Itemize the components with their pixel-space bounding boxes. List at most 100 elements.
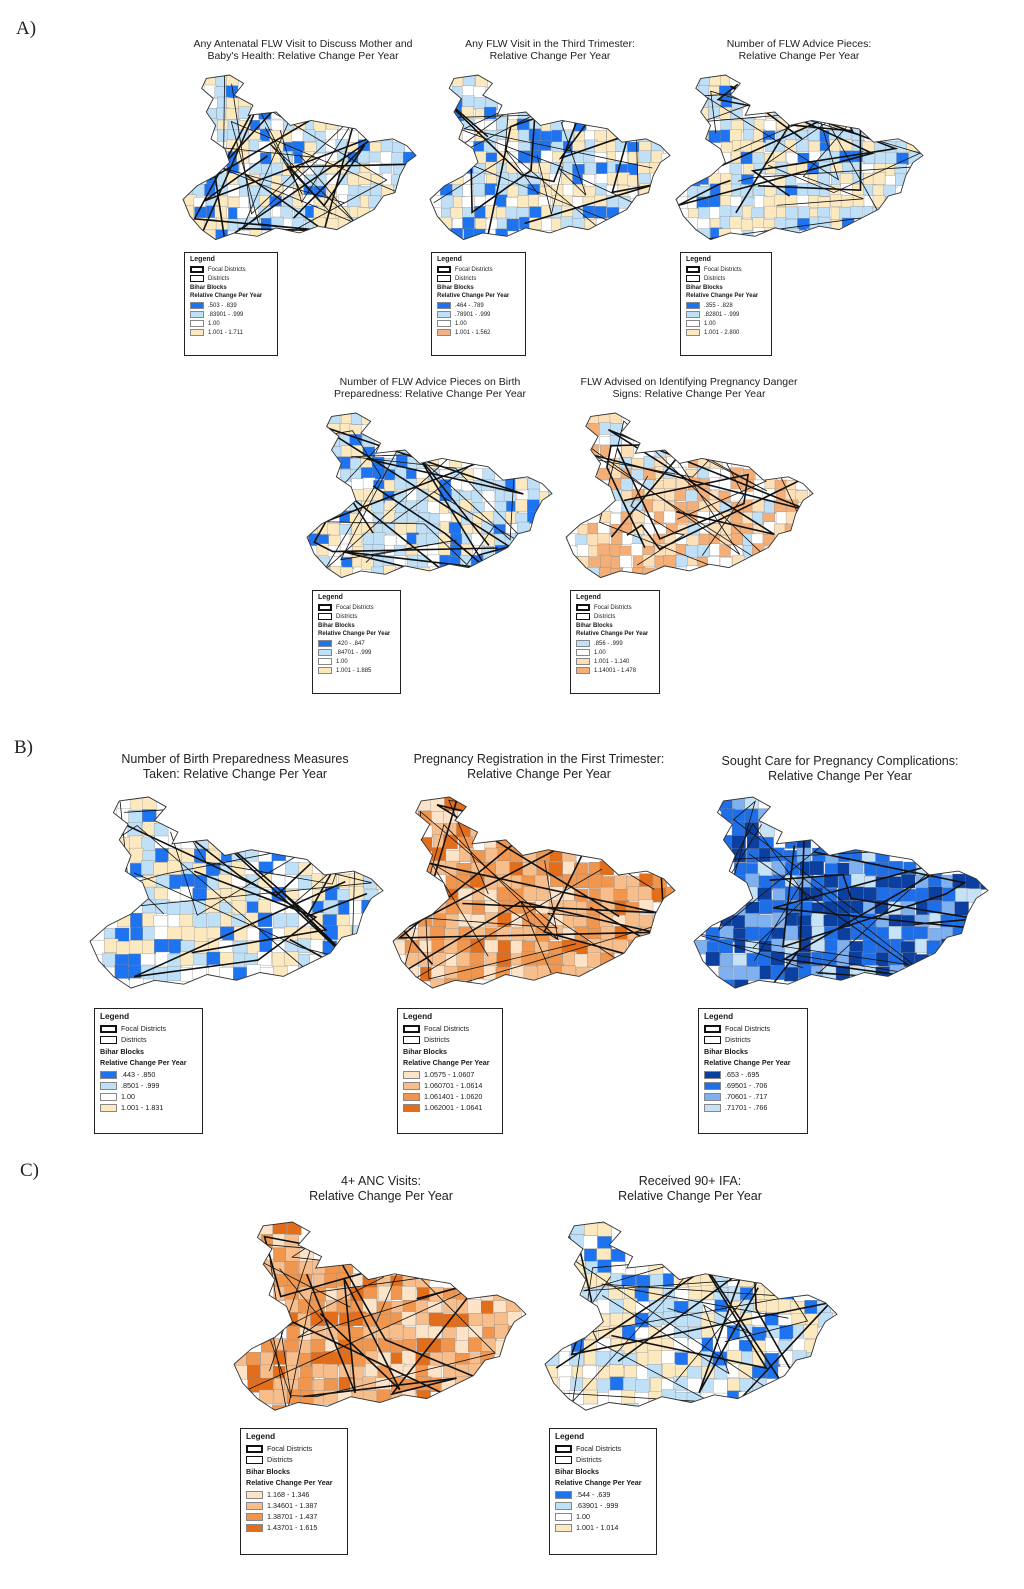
block-polygon — [840, 195, 854, 208]
block-polygon — [818, 1312, 833, 1327]
block-polygon — [518, 1405, 526, 1411]
block-polygon — [582, 1365, 597, 1381]
block-polygon — [404, 874, 419, 889]
block-polygon — [576, 413, 589, 425]
block-polygon — [597, 533, 611, 546]
legend-districts: Districts — [576, 613, 654, 620]
legend-class-swatch — [437, 302, 451, 309]
focal-district-boundary — [193, 83, 326, 240]
focal-district-boundary — [577, 428, 811, 536]
block-polygon — [894, 75, 908, 87]
block-polygon — [335, 96, 348, 109]
block-polygon — [660, 1403, 676, 1411]
block-polygon — [349, 900, 364, 915]
block-polygon — [116, 941, 131, 956]
block-polygon — [471, 445, 484, 458]
block-polygon — [786, 446, 799, 459]
legend-districts-label: Districts — [424, 1035, 450, 1044]
legend-class-swatch — [437, 311, 451, 318]
block-polygon — [709, 435, 723, 449]
block-polygon — [194, 874, 209, 890]
block-polygon — [508, 1376, 523, 1392]
block-polygon — [540, 150, 554, 163]
block-polygon — [286, 1325, 301, 1341]
block-polygon — [529, 206, 542, 219]
block-polygon — [369, 216, 382, 230]
legend-class-swatch — [403, 1070, 420, 1079]
block-polygon — [798, 532, 811, 545]
block-polygon — [493, 511, 506, 524]
block-polygon — [622, 1377, 638, 1392]
legend-class-swatch — [246, 1490, 263, 1499]
block-polygon — [403, 1404, 419, 1411]
legend-class-label: 1.0575 - 1.0607 — [424, 1070, 475, 1079]
block-polygon — [340, 566, 353, 578]
legend-class-row: 1.168 - 1.346 — [246, 1490, 342, 1499]
block-polygon — [511, 797, 526, 810]
block-polygon — [328, 578, 340, 590]
block-polygon — [830, 1299, 837, 1314]
legend-districts-label: Districts — [336, 613, 358, 620]
block-polygon — [639, 873, 654, 888]
block-polygon — [192, 153, 205, 166]
block-polygon — [705, 824, 720, 839]
block-polygon — [485, 847, 500, 863]
block-polygon — [650, 217, 663, 231]
block-polygon — [117, 875, 132, 890]
block-polygon — [677, 128, 690, 141]
legend-group-label: Bihar Blocks — [686, 285, 723, 291]
legend-focal-districts: Focal Districts — [246, 1444, 342, 1453]
legend-class-swatch — [576, 649, 590, 656]
block-polygon — [348, 821, 363, 836]
choropleth-map-s2-p0 — [233, 1221, 527, 1411]
legend-measure-label: Relative Change Per Year — [576, 631, 649, 637]
block-polygon — [535, 797, 550, 812]
legend-districts-symbol — [686, 275, 700, 282]
map-title-s0-p3: Number of FLW Advice Pieces on Birth Prep… — [230, 376, 630, 401]
block-polygon — [283, 977, 298, 989]
block-polygon — [362, 1390, 378, 1405]
block-polygon — [584, 162, 597, 175]
legend-class-label: 1.00 — [704, 320, 716, 327]
choropleth-map-s0-p2 — [675, 74, 924, 241]
block-polygon — [686, 96, 699, 109]
block-polygon — [385, 413, 398, 426]
block-polygon — [816, 1378, 831, 1394]
section-label-a: A) — [16, 18, 37, 39]
block-polygon — [325, 128, 338, 142]
block-polygon — [694, 848, 709, 863]
district-boundary — [119, 801, 372, 908]
block-polygon — [770, 951, 785, 966]
block-polygon — [764, 205, 777, 219]
legend-focal-districts-symbol — [555, 1444, 572, 1453]
block-polygon — [648, 1261, 664, 1276]
block-polygon — [741, 218, 754, 232]
block-polygon — [875, 952, 891, 967]
block-polygon — [740, 139, 753, 153]
block-polygon — [457, 966, 472, 981]
block-polygon — [708, 95, 722, 108]
block-polygon — [637, 162, 650, 175]
legend-districts-label: Districts — [455, 275, 477, 282]
block-polygon — [548, 940, 563, 956]
legend-class-label: .420 - .847 — [336, 640, 365, 647]
legend-group-label: Bihar Blocks — [437, 285, 474, 291]
block-polygon — [786, 576, 800, 578]
block-polygon — [527, 488, 541, 502]
block-polygon — [520, 1377, 526, 1392]
block-polygon — [449, 456, 462, 469]
legend-class-row: .71701 - .766 — [704, 1103, 802, 1112]
legend-class-label: 1.001 - 1.831 — [121, 1103, 164, 1112]
block-polygon — [440, 1338, 456, 1353]
legend-class-row: 1.0575 - 1.0607 — [403, 1070, 497, 1079]
block-polygon — [873, 238, 886, 240]
block-polygon — [632, 510, 645, 523]
block-polygon — [167, 926, 182, 942]
block-polygon — [745, 926, 760, 942]
block-polygon — [323, 1351, 338, 1366]
block-polygon — [687, 174, 701, 187]
block-polygon — [298, 875, 313, 890]
block-polygon — [779, 1274, 794, 1289]
legend-class-label: 1.060701 - 1.0614 — [424, 1081, 483, 1090]
block-polygon — [129, 847, 144, 863]
